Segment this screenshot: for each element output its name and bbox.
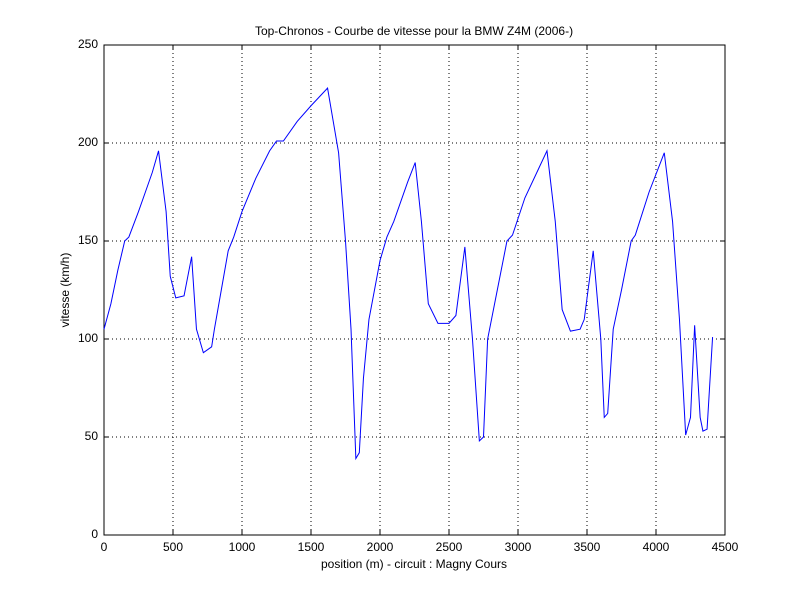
y-tick-label: 150 <box>78 233 98 247</box>
x-tick-label: 1000 <box>229 540 256 554</box>
x-tick-label: 3000 <box>505 540 532 554</box>
x-tick-label: 500 <box>163 540 183 554</box>
chart-title: Top-Chronos - Courbe de vitesse pour la … <box>255 24 573 38</box>
x-tick-label: 2500 <box>436 540 463 554</box>
x-tick-label: 1500 <box>298 540 325 554</box>
x-tick-label: 2000 <box>367 540 394 554</box>
y-axis-label: vitesse (km/h) <box>58 253 72 328</box>
plot-frame <box>103 44 726 536</box>
x-tick-label: 0 <box>101 540 108 554</box>
y-tick-label: 0 <box>91 527 98 541</box>
y-tick-label: 200 <box>78 135 98 149</box>
line <box>103 87 714 461</box>
y-tick-label: 100 <box>78 331 98 345</box>
x-tick-label: 3500 <box>574 540 601 554</box>
x-tick-label: 4000 <box>643 540 670 554</box>
y-tick-label: 50 <box>85 429 99 443</box>
x-axis-label: position (m) - circuit : Magny Cours <box>321 557 507 571</box>
y-tick-label: 250 <box>78 37 98 51</box>
x-tick-label: 4500 <box>712 540 739 554</box>
